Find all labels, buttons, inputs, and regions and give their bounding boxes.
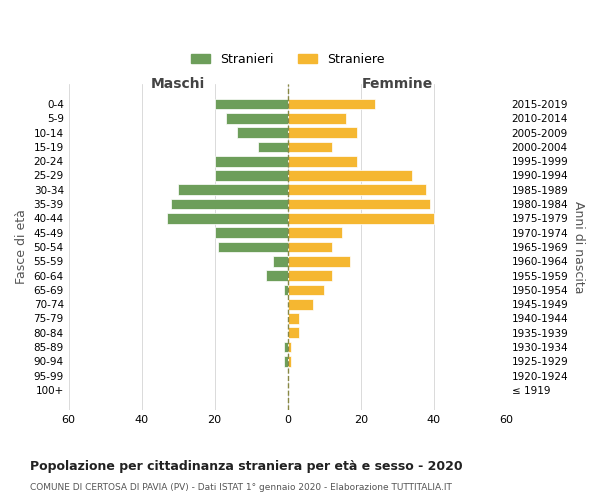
Bar <box>284 356 287 366</box>
Bar <box>287 127 357 138</box>
Bar <box>287 328 299 338</box>
Bar <box>236 127 287 138</box>
Bar <box>259 142 287 152</box>
Bar <box>226 113 287 124</box>
Bar <box>287 213 434 224</box>
Bar <box>287 242 331 252</box>
Bar <box>287 142 331 152</box>
Bar <box>287 284 324 295</box>
Bar <box>218 242 287 252</box>
Y-axis label: Fasce di età: Fasce di età <box>15 210 28 284</box>
Bar <box>287 184 427 195</box>
Bar <box>287 170 412 181</box>
Bar <box>287 313 299 324</box>
Bar <box>167 213 287 224</box>
Bar <box>287 342 292 352</box>
Bar <box>215 156 287 166</box>
Bar <box>287 228 343 238</box>
Bar <box>215 228 287 238</box>
Text: COMUNE DI CERTOSA DI PAVIA (PV) - Dati ISTAT 1° gennaio 2020 - Elaborazione TUTT: COMUNE DI CERTOSA DI PAVIA (PV) - Dati I… <box>30 482 452 492</box>
Y-axis label: Anni di nascita: Anni di nascita <box>572 200 585 293</box>
Bar <box>178 184 287 195</box>
Bar <box>287 113 346 124</box>
Text: Popolazione per cittadinanza straniera per età e sesso - 2020: Popolazione per cittadinanza straniera p… <box>30 460 463 473</box>
Bar <box>287 299 313 310</box>
Bar <box>266 270 287 281</box>
Bar <box>287 156 357 166</box>
Bar <box>287 256 350 266</box>
Bar <box>284 284 287 295</box>
Legend: Stranieri, Straniere: Stranieri, Straniere <box>186 48 389 70</box>
Bar <box>273 256 287 266</box>
Bar <box>215 98 287 110</box>
Bar <box>287 356 292 366</box>
Bar <box>287 270 331 281</box>
Text: Maschi: Maschi <box>151 77 205 91</box>
Bar <box>284 342 287 352</box>
Bar <box>215 170 287 181</box>
Text: Femmine: Femmine <box>362 77 433 91</box>
Bar <box>287 198 430 209</box>
Bar <box>171 198 287 209</box>
Bar <box>287 98 376 110</box>
